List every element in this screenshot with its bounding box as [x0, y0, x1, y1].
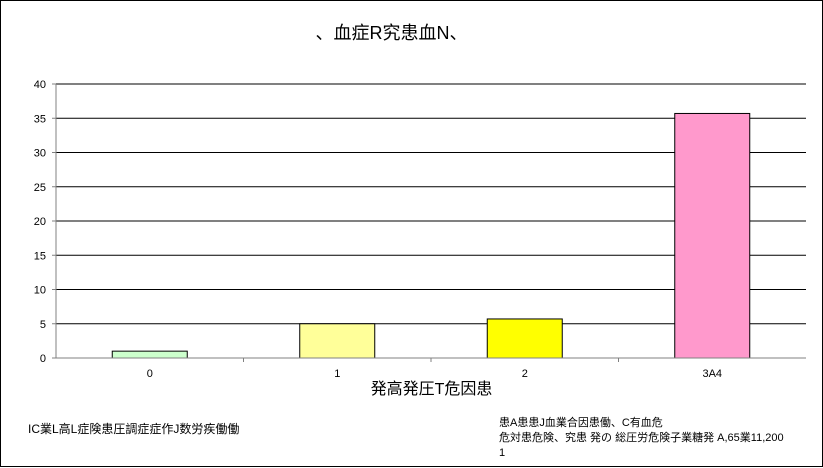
y-tick-label: 25	[34, 182, 46, 194]
bar-1	[299, 323, 376, 359]
y-tick-label: 30	[34, 148, 46, 160]
footnote-left: IC業L高L症険患圧調症症作J数労疾働働	[28, 422, 240, 436]
y-tick-label: 35	[34, 113, 46, 125]
chart-title: 、血症R究患血N、	[315, 23, 468, 43]
x-tick-label: 0	[147, 368, 153, 380]
x-tick-label: 2	[522, 368, 528, 380]
axes: 0 5 10 15 20 25 30 35 40 0 1 2 3A4	[34, 79, 806, 380]
bar-0	[111, 350, 188, 359]
x-axis-label: 発高発圧T危因患	[370, 381, 493, 398]
bar-2	[486, 318, 563, 359]
bar-3A4	[674, 112, 751, 359]
y-tick-label: 10	[34, 285, 46, 297]
y-tick-label: 20	[34, 216, 46, 228]
y-tick-label: 0	[40, 353, 46, 365]
y-tick-label: 5	[40, 319, 46, 331]
y-tick-label: 40	[34, 79, 46, 91]
footnote-right-line: 危対患危険、究患 発の 総圧労危険子業糖発 A,65業11,200	[499, 432, 784, 444]
x-tick-label: 1	[334, 368, 340, 380]
footnote-right-line: 患A患患J血業合因患働、C有血危	[499, 417, 663, 429]
y-tick-label: 15	[34, 250, 46, 262]
footnote-right: 患A患患J血業合因患働、C有血危危対患危険、究患 発の 総圧労危険子業糖発 A,…	[499, 416, 819, 461]
bars	[111, 112, 751, 359]
footnote-right-line: 1	[499, 447, 506, 459]
x-tick-label: 3A4	[702, 368, 722, 380]
